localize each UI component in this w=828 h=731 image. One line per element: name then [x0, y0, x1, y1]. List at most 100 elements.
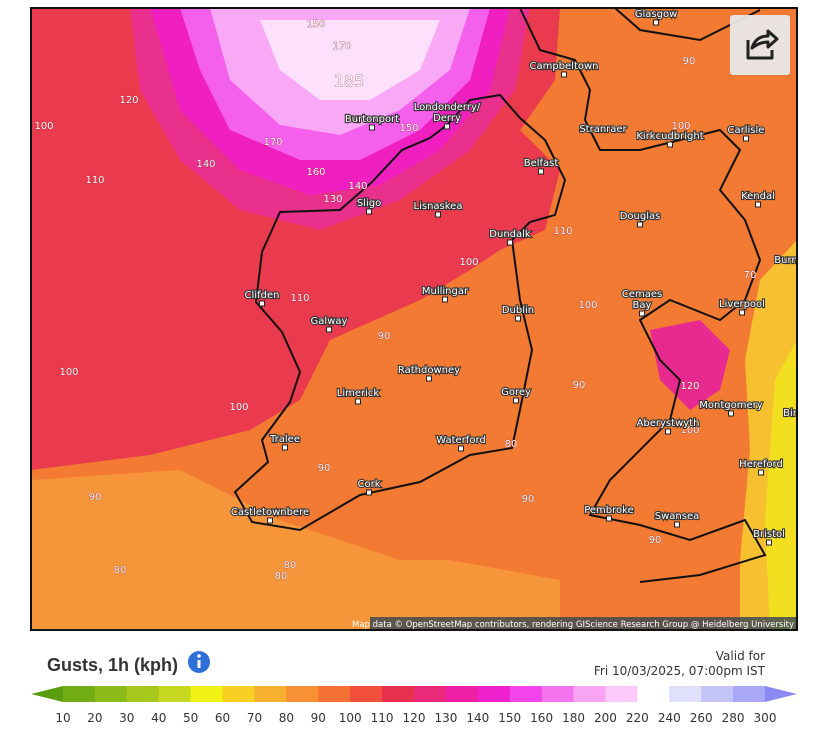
scale-tick-label: 220	[626, 711, 649, 725]
place-label: Bay	[633, 300, 652, 311]
share-icon[interactable]	[746, 29, 779, 60]
scale-tick-label: 120	[403, 711, 426, 725]
scale-swatch	[63, 686, 96, 702]
place-marker	[426, 375, 432, 382]
contour-label: 90	[649, 535, 662, 546]
place-marker	[366, 208, 372, 215]
info-button[interactable]	[188, 651, 210, 673]
place-label: Londonderry/	[414, 102, 481, 113]
scale-tick-label: 130	[434, 711, 457, 725]
place-marker	[369, 124, 375, 131]
scale-swatch	[414, 686, 447, 702]
scale-tick-label: 150	[498, 711, 521, 725]
zone-80	[31, 470, 560, 630]
contour-label: 90	[378, 331, 391, 342]
scale-tick-label: 30	[119, 711, 134, 725]
contour-label: 150	[399, 123, 418, 134]
place-label: Cemaes	[622, 289, 662, 300]
place-label: Glasgow	[635, 9, 678, 20]
scale-tick-label: 80	[279, 711, 294, 725]
attribution-bg	[370, 617, 797, 630]
contour-label: 100	[671, 121, 690, 132]
contour-label: 160	[306, 167, 325, 178]
scale-swatch	[382, 686, 415, 702]
valid-label: Valid for	[716, 649, 765, 663]
place-marker	[326, 326, 332, 333]
contour-label: 100	[59, 367, 78, 378]
scale-swatch	[318, 686, 351, 702]
legend-title: Gusts, 1h (kph)	[47, 655, 178, 675]
scale-tick-label: 140	[466, 711, 489, 725]
place-label: Aberystwyth	[637, 418, 700, 429]
scale-swatch	[701, 686, 734, 702]
scale-tick-label: 300	[754, 711, 777, 725]
place-marker	[282, 444, 288, 451]
info-icon-dot[interactable]	[197, 654, 201, 658]
zone-60	[765, 340, 797, 630]
place-label: Burtonport	[345, 114, 399, 125]
contour-label: 80	[114, 565, 127, 576]
place-marker	[667, 141, 673, 148]
scale-swatch	[222, 686, 255, 702]
zone-wales	[650, 320, 730, 410]
scale-swatch	[350, 686, 383, 702]
scale-tick-label: 90	[311, 711, 326, 725]
scale-swatch	[477, 686, 511, 702]
places: Glasgow Campbeltown Burtonport Londonderry/…	[230, 8, 798, 546]
contour-label: 90	[522, 494, 535, 505]
scale-tick-label: 100	[339, 711, 362, 725]
map: 150 170 185 120 100 110 140 170 160 150 140 130 110 1…	[31, 8, 798, 630]
scale-swatch	[126, 686, 160, 702]
contour-label: 100	[578, 300, 597, 311]
place-marker	[259, 300, 265, 307]
place-marker	[561, 71, 567, 78]
scale-arrow-right	[765, 686, 797, 702]
scale-swatch	[541, 686, 575, 702]
coast-britain	[519, 8, 767, 583]
contour-label: 90	[683, 56, 696, 67]
place-marker	[637, 221, 643, 228]
scale-tick-label: 50	[183, 711, 198, 725]
place-label: Clifden	[245, 290, 280, 301]
contour-label: 90	[89, 492, 102, 503]
place-marker	[674, 521, 680, 528]
scale-tick-label: 110	[371, 711, 394, 725]
place-label: Liverpool	[719, 299, 765, 310]
contour-label: 80	[284, 560, 297, 571]
contour-label: 80	[275, 571, 288, 582]
place-label: Dublin	[502, 305, 534, 316]
place-label: Dundalk	[489, 229, 531, 240]
place-label: Kirkcudbright	[636, 131, 703, 142]
scale-tick-label: 240	[658, 711, 681, 725]
scale-tick-label: 40	[151, 711, 166, 725]
place-label: Kendal	[741, 191, 775, 202]
contour-label: 70	[744, 270, 757, 281]
place-marker	[267, 517, 273, 524]
scale-tick-label: 60	[215, 711, 230, 725]
scale-arrow-left	[31, 686, 63, 702]
contour-label: 170	[332, 41, 351, 52]
scale-tick-label: 280	[722, 711, 745, 725]
scale-swatch	[254, 686, 287, 702]
valid-time: Fri 10/03/2025, 07:00pm IST	[594, 664, 766, 678]
scale-swatch	[733, 686, 766, 702]
contour-label: 120	[119, 95, 138, 106]
place-label: Pembroke	[584, 505, 634, 516]
place-label: Bir	[783, 408, 798, 419]
place-label: Montgomery	[699, 400, 762, 411]
place-marker	[435, 211, 441, 218]
place-label: Waterford	[436, 435, 485, 446]
coast-ireland	[233, 93, 567, 532]
scale-tick-label: 20	[87, 711, 102, 725]
scale-swatch	[158, 686, 192, 702]
contour-label: 170	[263, 137, 282, 148]
scale-swatch	[445, 686, 479, 702]
contour-label: 100	[680, 425, 699, 436]
share-button[interactable]	[730, 15, 790, 75]
place-marker	[507, 239, 513, 246]
place-label: Swansea	[655, 511, 699, 522]
scale-tick-label: 10	[55, 711, 70, 725]
info-icon-bar[interactable]	[197, 660, 201, 668]
contour-label: 100	[34, 121, 53, 132]
